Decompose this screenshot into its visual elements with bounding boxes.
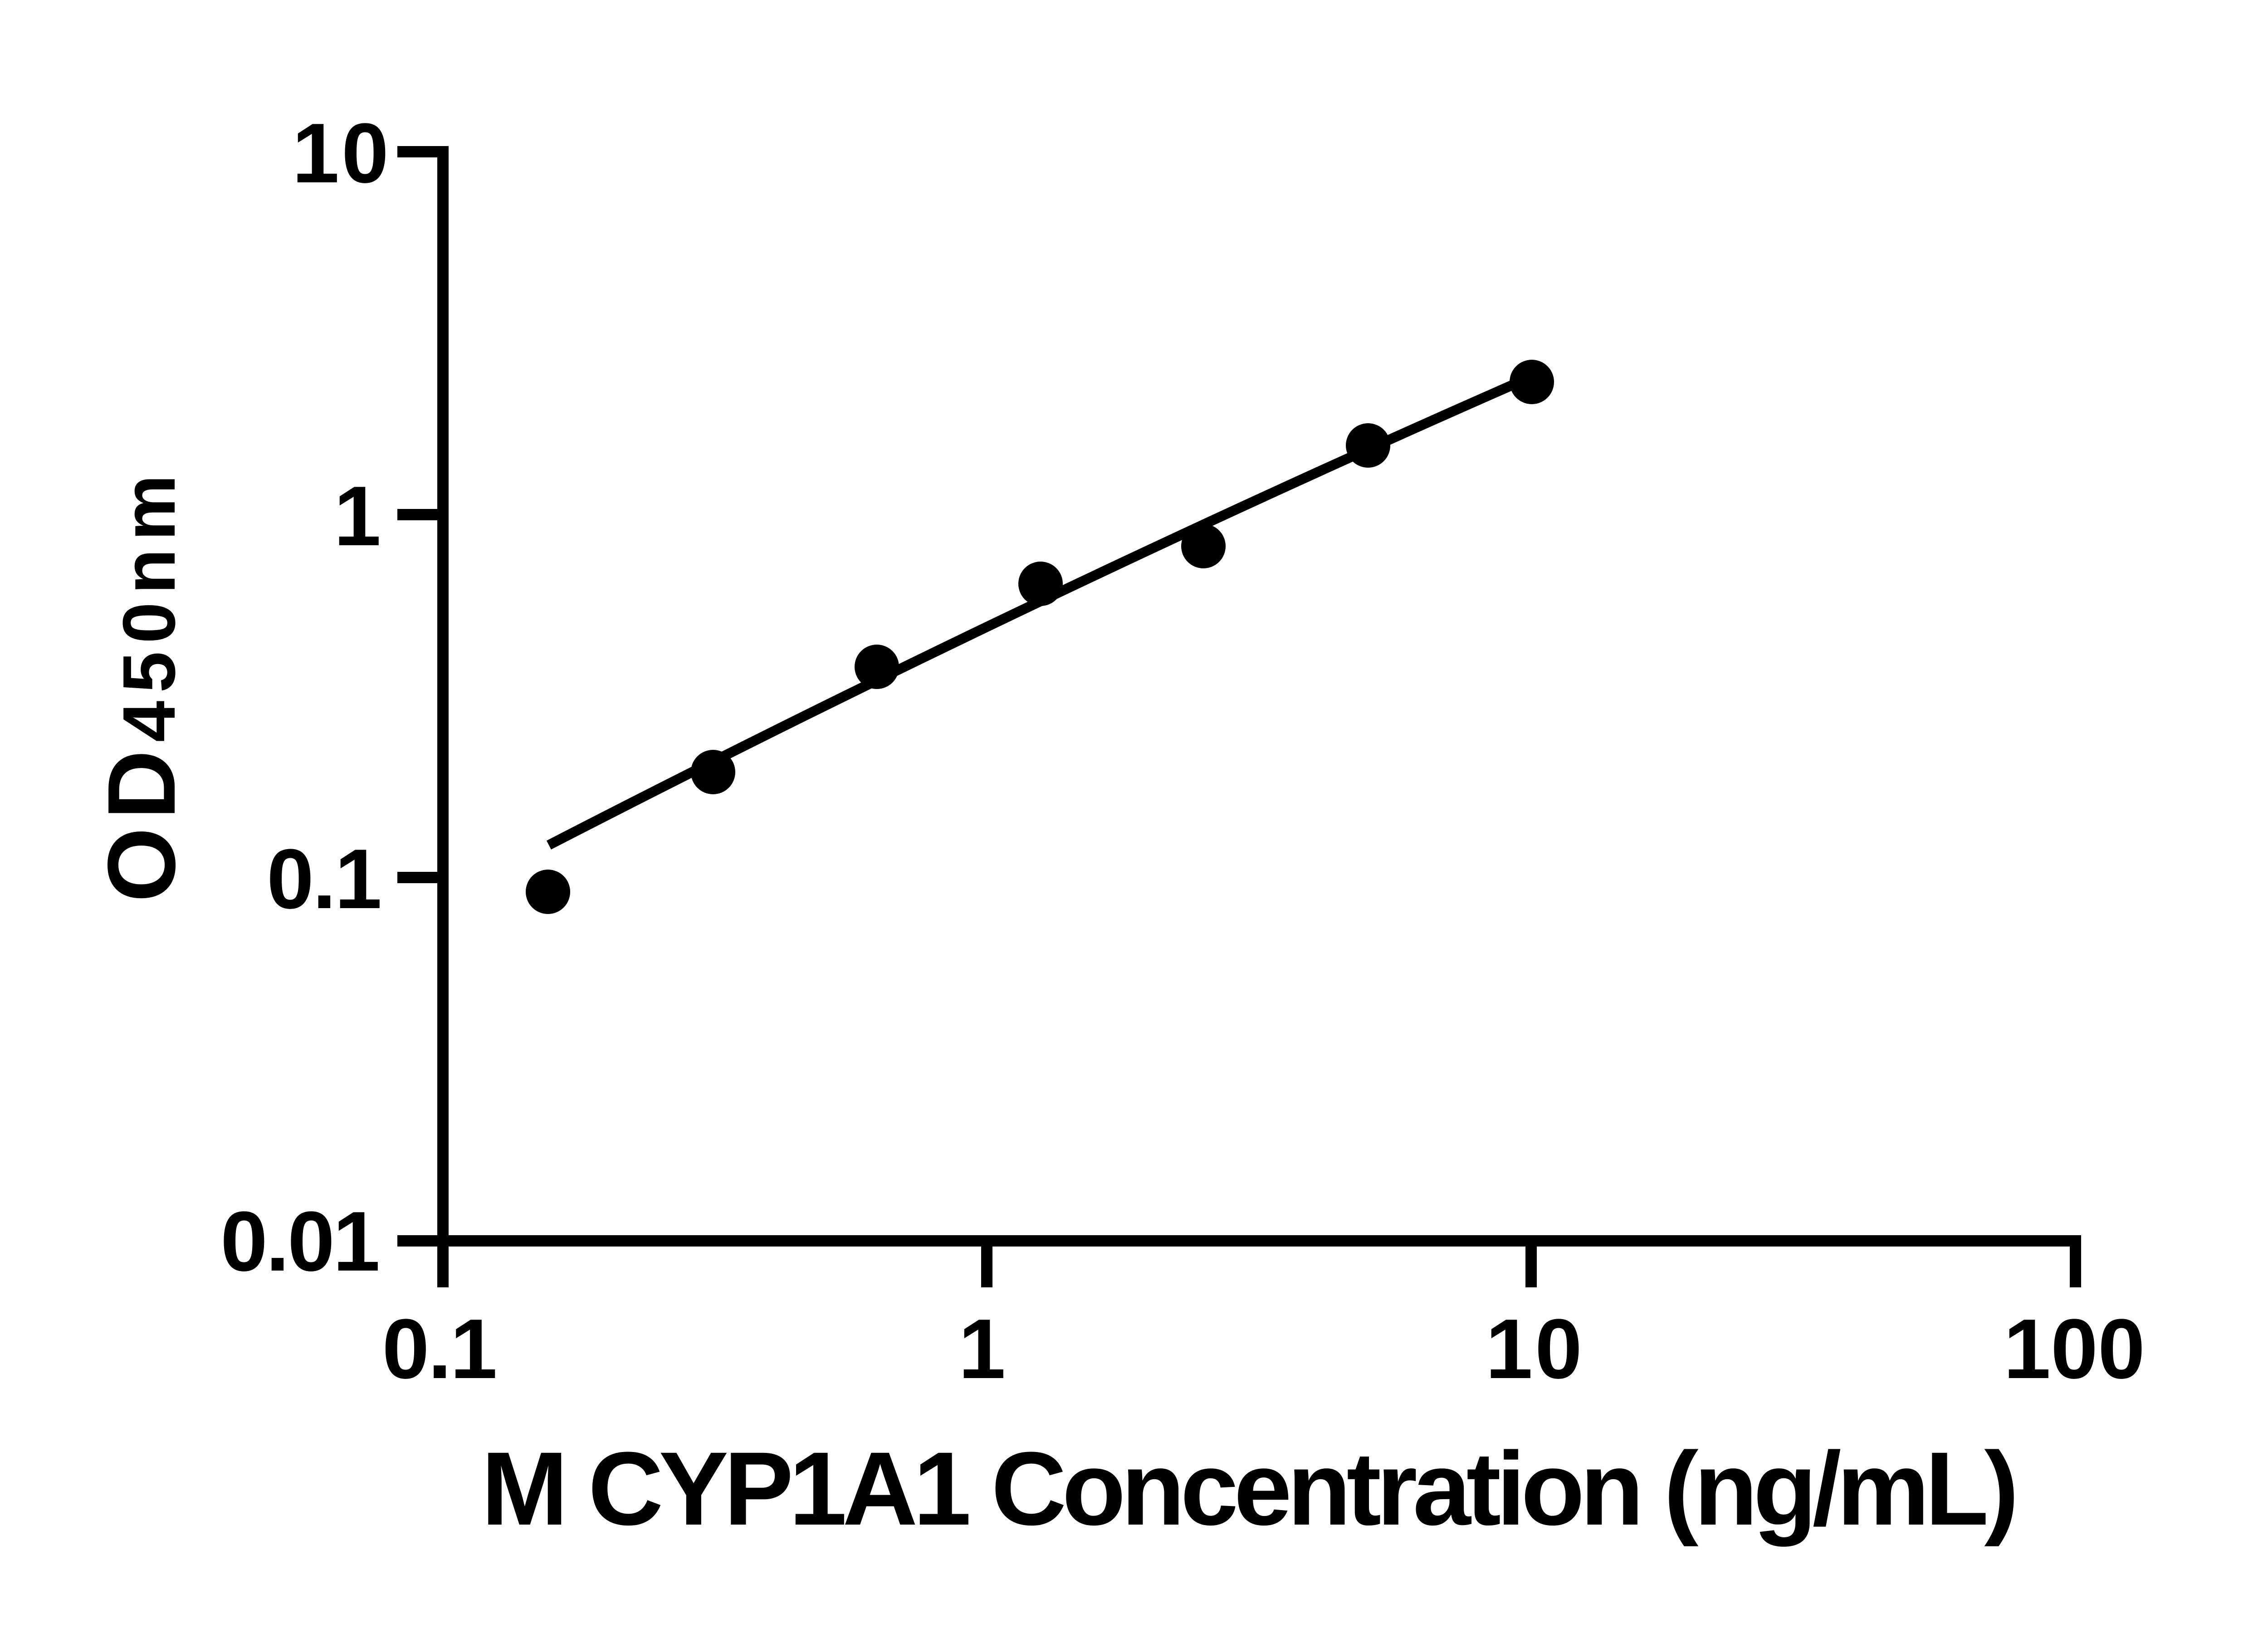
svg-text:0.1: 0.1 xyxy=(267,831,381,926)
svg-text:10: 10 xyxy=(292,106,391,200)
svg-text:10: 10 xyxy=(1486,1301,1584,1396)
svg-text:100: 100 xyxy=(2004,1301,2145,1396)
svg-text:0.1: 0.1 xyxy=(382,1301,496,1396)
svg-text:OD450nm: OD450nm xyxy=(88,467,195,902)
svg-text:0.01: 0.01 xyxy=(220,1194,378,1289)
svg-text:1: 1 xyxy=(334,469,381,563)
svg-text:1: 1 xyxy=(958,1301,1006,1396)
svg-text:M CYP1A1 Concentration (ng/mL): M CYP1A1 Concentration (ng/mL) xyxy=(481,1430,2014,1547)
